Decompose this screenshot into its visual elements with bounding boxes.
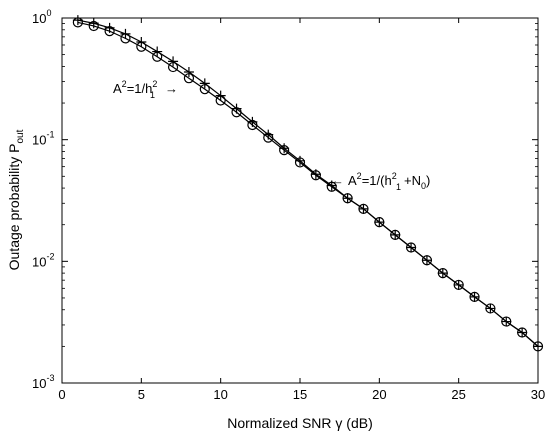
- circle-marker: [183, 73, 195, 84]
- circle-marker: [453, 279, 464, 291]
- ticks-layer: 0 5 10 15 20 25 30 100 10-1 10-2 10-3: [32, 8, 545, 402]
- x-tick-label: 0: [58, 387, 65, 402]
- circle-marker: [437, 268, 448, 279]
- plot-area: [61, 17, 539, 384]
- x-tick-label: 15: [293, 387, 307, 402]
- circle-marker: [517, 327, 528, 338]
- circle-marker: [72, 17, 83, 28]
- circle-marker: [231, 107, 242, 118]
- series-layer: [72, 15, 544, 352]
- circle-marker: [136, 41, 147, 52]
- plus-marker: [168, 56, 179, 67]
- plus-marker: [72, 15, 83, 26]
- circle-marker: [279, 145, 290, 156]
- circle-marker: [199, 84, 210, 95]
- circle-marker: [263, 132, 274, 143]
- plus-marker: [183, 66, 194, 77]
- circle-marker: [485, 303, 496, 314]
- y-axis-label-sub: out: [15, 129, 26, 143]
- circle-marker: [104, 26, 115, 37]
- circle-marker: [120, 33, 131, 44]
- circle-marker: [358, 203, 369, 214]
- circle-marker: [390, 229, 401, 240]
- circle-marker: [342, 193, 353, 204]
- circle-marker: [469, 291, 480, 303]
- series-circle-line: [77, 21, 539, 347]
- circle-marker: [215, 95, 226, 106]
- x-tick-label: 10: [213, 387, 227, 402]
- circle-marker: [310, 170, 321, 181]
- x-axis-label: Normalized SNR γ (dB): [227, 415, 372, 431]
- circle-marker: [88, 20, 99, 32]
- circle-marker: [152, 51, 163, 62]
- y-tick-label: 10-3: [32, 373, 54, 391]
- circle-marker: [167, 61, 179, 73]
- x-tick-label: 20: [372, 387, 386, 402]
- y-axis-label: Outage probability Pout: [6, 129, 26, 270]
- x-tick-label: 30: [531, 387, 545, 402]
- x-tick-label: 25: [451, 387, 465, 402]
- y-axis-label-main: Outage probability P: [6, 144, 22, 271]
- y-tick-label: 10-2: [32, 251, 54, 269]
- circle-marker: [501, 316, 512, 327]
- y-tick-label: 100: [32, 8, 51, 26]
- circle-marker: [421, 255, 433, 266]
- annotation-a2-equals-1-over-h1sq: A2=1/h2 1 →: [113, 79, 178, 100]
- circle-marker: [532, 341, 544, 352]
- circle-marker: [294, 157, 306, 168]
- circle-marker: [247, 119, 258, 131]
- y-tick-label: 10-1: [32, 130, 54, 148]
- circle-marker: [405, 242, 417, 253]
- plus-marker: [199, 78, 210, 89]
- x-tick-label: 5: [138, 387, 145, 402]
- annotation-a2-equals-1-over-h1sq-plus-n0: ← A2=1/(h21 +N0): [331, 171, 430, 192]
- circle-marker: [326, 181, 337, 192]
- plus-marker: [152, 46, 163, 57]
- circle-marker: [374, 217, 385, 228]
